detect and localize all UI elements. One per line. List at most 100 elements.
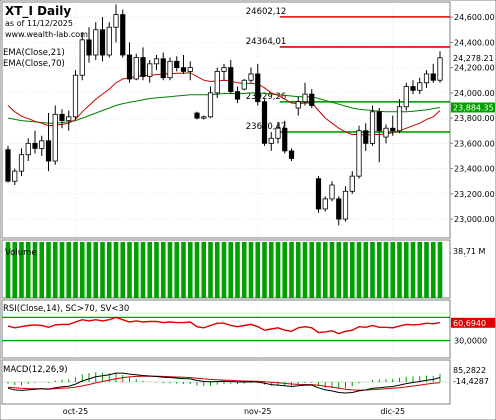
macd-line	[7, 372, 441, 394]
volume-bar	[59, 242, 65, 298]
volume-bar	[309, 242, 315, 298]
candle	[430, 63, 436, 83]
volume-bar	[140, 242, 146, 298]
volume-bar	[390, 242, 396, 298]
volume-bar	[19, 242, 24, 298]
volume-bar	[46, 242, 51, 298]
candle-body	[153, 58, 160, 65]
price-tick-label: 24,200.00	[454, 64, 495, 73]
price-tick-label: 23,200.00	[454, 190, 495, 199]
volume-bar	[86, 242, 92, 298]
candle	[349, 171, 355, 194]
x-tick-label: oct-25	[63, 407, 89, 416]
volume-bar	[376, 242, 382, 298]
candle	[329, 181, 335, 202]
candle-body	[342, 190, 349, 220]
volume-bar	[363, 242, 369, 298]
price-tick-label: 24,600.00	[454, 13, 495, 22]
candle	[282, 120, 288, 154]
x-tick-label: dic-25	[380, 407, 405, 416]
price-tick-label: 23,800.00	[454, 114, 495, 123]
candle-body	[32, 142, 38, 149]
candle-body	[126, 54, 133, 80]
candle-body	[194, 112, 200, 119]
candle-body	[66, 116, 72, 122]
ema70-line	[7, 92, 441, 124]
volume-label: Volume	[5, 248, 37, 258]
volume-bar	[268, 242, 274, 298]
candle	[322, 196, 328, 212]
candle-body	[228, 67, 234, 93]
volume-bar	[73, 242, 78, 298]
candle	[437, 51, 443, 83]
volume-bar	[289, 242, 294, 298]
candle-body	[214, 71, 220, 94]
candle-body	[336, 198, 342, 220]
volume-bar	[430, 242, 436, 298]
candle-body	[349, 175, 355, 192]
candle	[417, 77, 423, 95]
volume-bar	[201, 242, 207, 298]
candle	[288, 148, 295, 162]
candle	[234, 86, 241, 103]
volume-bar	[79, 242, 85, 298]
volume-bar	[397, 242, 402, 298]
candle	[207, 86, 214, 119]
last-close-tag: 24,278.21	[453, 54, 494, 63]
volume-bar	[214, 242, 220, 298]
volume-bar	[417, 242, 423, 298]
candle	[390, 115, 396, 136]
candle	[194, 111, 200, 120]
candle-body	[140, 57, 146, 77]
candle	[248, 67, 254, 83]
candle-body	[99, 29, 106, 56]
price-tick-label: 23,400.00	[454, 165, 495, 174]
candle	[309, 89, 315, 109]
candle-body	[396, 106, 403, 132]
candle-body	[160, 58, 166, 79]
candle	[32, 130, 38, 154]
candle	[133, 53, 139, 81]
candle	[214, 67, 220, 98]
candle	[315, 176, 322, 213]
candle-body	[302, 93, 308, 103]
volume-bar	[106, 242, 112, 298]
volume-bar	[403, 242, 409, 298]
volume-bar	[302, 242, 308, 298]
candle-body	[275, 127, 281, 139]
volume-bar	[322, 242, 328, 298]
candle	[153, 55, 160, 71]
candle	[72, 70, 79, 120]
source-label: www.wealth-lab.com	[5, 30, 88, 39]
candle-body	[147, 63, 153, 77]
volume-bar	[370, 242, 375, 298]
candle	[174, 56, 180, 72]
candle-body	[106, 26, 112, 56]
macd-title: MACD(12,26,9)	[3, 365, 68, 375]
candle	[221, 63, 227, 81]
candle	[25, 138, 31, 162]
legend-ema70: EMA(Close,70)	[3, 59, 65, 69]
volume-bar	[52, 242, 58, 298]
volume-bar	[100, 242, 105, 298]
candle	[93, 22, 99, 61]
candle	[255, 63, 261, 106]
candle-body	[174, 60, 180, 69]
candle	[376, 108, 382, 163]
candle	[52, 105, 58, 165]
candle-body	[356, 130, 362, 177]
candle-body	[376, 111, 382, 132]
rsi-line	[7, 316, 441, 335]
ema-value-tag-bg	[451, 102, 495, 113]
volume-bar	[343, 242, 348, 298]
macd-last-2-tag: -14,4287	[453, 377, 489, 386]
rsi-panel	[1, 299, 451, 359]
volume-bar	[437, 242, 443, 298]
candle-body	[5, 149, 11, 182]
candle	[160, 52, 166, 81]
candle-body	[322, 198, 328, 210]
candle-body	[410, 86, 416, 91]
candle-body	[45, 140, 52, 162]
candle-body	[423, 73, 430, 84]
